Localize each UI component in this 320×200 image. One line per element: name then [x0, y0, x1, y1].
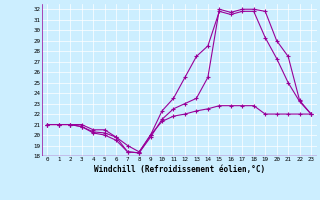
X-axis label: Windchill (Refroidissement éolien,°C): Windchill (Refroidissement éolien,°C) [94, 165, 265, 174]
